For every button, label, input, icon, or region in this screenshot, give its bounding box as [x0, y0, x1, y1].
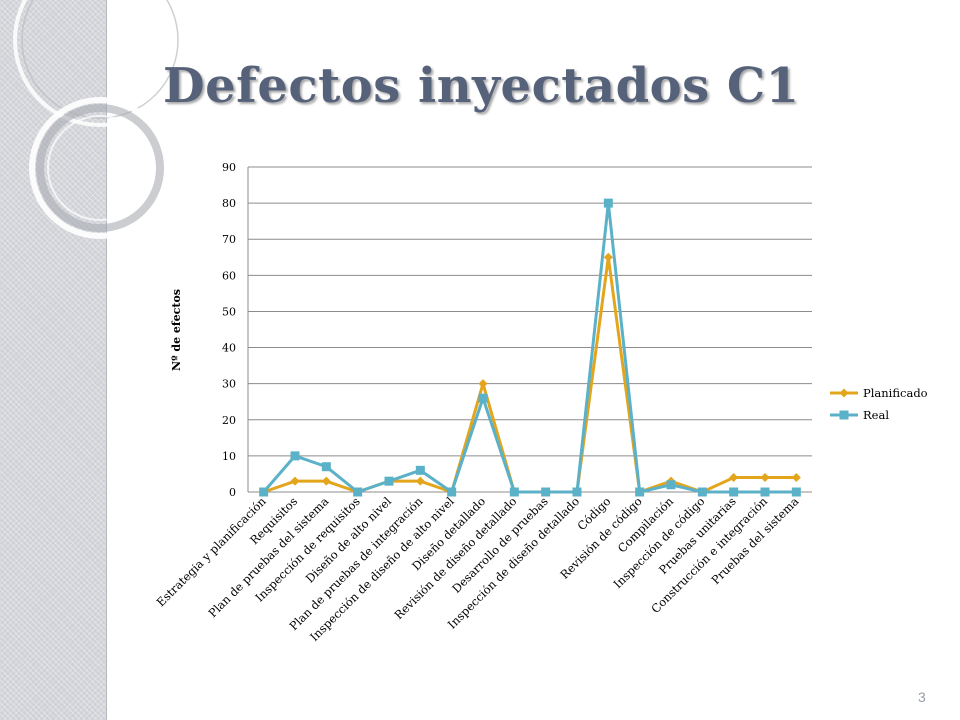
- legend-marker: [839, 388, 849, 398]
- data-point: [760, 487, 770, 497]
- y-tick-label: 0: [229, 486, 236, 499]
- x-tick-label: Estrategia y planificación: [154, 494, 270, 610]
- grid-lines: [247, 166, 812, 493]
- y-tick-label: 10: [222, 450, 236, 463]
- legend-marker: [839, 410, 849, 420]
- legend-item: Real: [830, 408, 889, 422]
- x-tick-labels: Estrategia y planificaciónRequisitosPlan…: [154, 494, 802, 644]
- series-line: [262, 201, 797, 494]
- data-point: [541, 487, 551, 497]
- data-point: [478, 393, 488, 403]
- y-tick-label: 30: [222, 378, 236, 391]
- data-point: [478, 379, 488, 389]
- data-point: [509, 487, 519, 497]
- legend-label: Real: [863, 408, 889, 422]
- data-point: [697, 487, 707, 497]
- data-point: [415, 465, 425, 475]
- series-real: [259, 198, 801, 497]
- data-point: [635, 487, 645, 497]
- y-tick-label: 60: [222, 269, 236, 282]
- data-point: [572, 487, 582, 497]
- series-layer: [259, 198, 801, 497]
- data-point: [729, 487, 739, 497]
- slide-title: Defectos inyectados C1: [163, 58, 800, 114]
- data-point: [603, 198, 613, 208]
- data-point: [603, 252, 613, 262]
- data-point: [666, 480, 676, 490]
- legend: Planificado Real: [830, 386, 928, 422]
- data-point: [791, 473, 801, 483]
- data-point: [290, 451, 300, 461]
- series-planificado: [259, 252, 801, 497]
- data-point: [760, 473, 770, 483]
- data-point: [729, 473, 739, 483]
- data-point: [791, 487, 801, 497]
- y-tick-label: 90: [222, 161, 236, 174]
- data-point: [321, 462, 331, 472]
- series-line: [263, 255, 797, 494]
- data-point: [384, 476, 394, 486]
- y-tick-label: 50: [222, 305, 236, 318]
- legend-item: Planificado: [830, 386, 928, 400]
- data-point: [290, 476, 300, 486]
- y-axis-label: Nº de efectos: [170, 289, 183, 371]
- y-tick-labels: 0 10 20 30 40 50 60 70 80 90: [222, 161, 236, 499]
- data-point: [353, 487, 363, 497]
- data-point: [259, 487, 269, 497]
- y-tick-label: 80: [222, 197, 236, 210]
- y-tick-label: 20: [222, 414, 236, 427]
- data-point: [415, 476, 425, 486]
- data-point: [321, 476, 331, 486]
- y-tick-label: 70: [222, 233, 236, 246]
- slide-number: 3: [918, 689, 926, 705]
- y-tick-label: 40: [222, 342, 236, 355]
- data-point: [447, 487, 457, 497]
- legend-label: Planificado: [863, 386, 928, 400]
